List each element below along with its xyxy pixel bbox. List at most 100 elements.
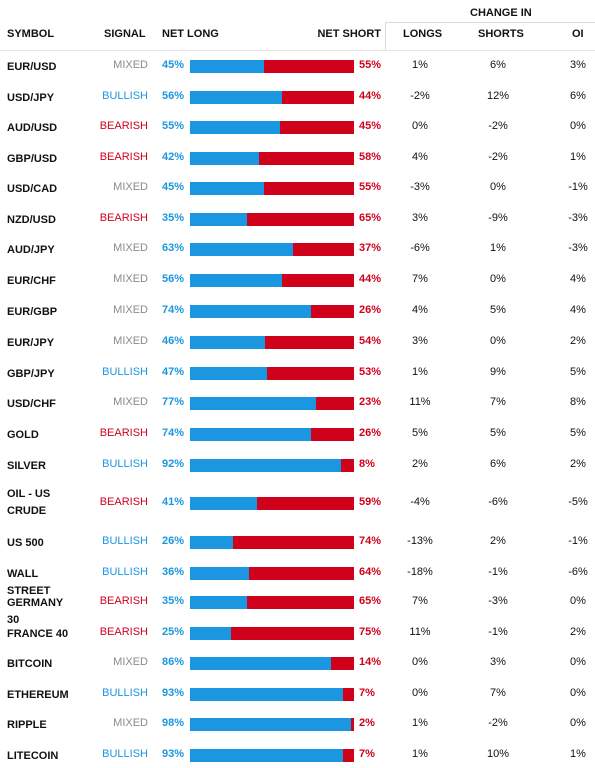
net-long-bar-fill (190, 213, 248, 226)
change-shorts-value: 0% (490, 335, 506, 347)
change-longs-value: 5% (412, 427, 428, 439)
net-long-bar-fill (190, 152, 259, 165)
net-short-value: 55% (359, 59, 382, 71)
symbol-link[interactable]: EUR/CHF (7, 275, 56, 287)
symbol-link[interactable]: GOLD (7, 429, 39, 441)
change-oi-value: -3% (568, 242, 588, 254)
net-long-value: 56% (162, 273, 185, 285)
signal-label: BULLISH (102, 748, 148, 760)
sentiment-bar (190, 536, 354, 549)
net-long-bar-fill (190, 536, 233, 549)
change-longs-value: 2% (412, 458, 428, 470)
signal-label: MIXED (113, 273, 148, 285)
net-long-value: 45% (162, 59, 185, 71)
symbol-link[interactable]: WALL STREET (7, 568, 51, 597)
change-shorts-value: 5% (490, 304, 506, 316)
change-shorts-value: 7% (490, 687, 506, 699)
net-long-bar-fill (190, 459, 341, 472)
change-shorts-value: -1% (488, 566, 508, 578)
header-net-short[interactable]: NET SHORT (317, 28, 381, 40)
symbol-link[interactable]: USD/CAD (7, 183, 58, 195)
symbol-link[interactable]: US 500 (7, 537, 44, 549)
symbol-link[interactable]: AUD/JPY (7, 244, 55, 256)
signal-label: MIXED (113, 304, 148, 316)
change-longs-value: 11% (409, 396, 431, 408)
net-short-value: 7% (359, 687, 375, 699)
symbol-link[interactable]: USD/JPY (7, 92, 55, 104)
net-long-value: 98% (162, 717, 185, 729)
net-long-value: 35% (162, 595, 185, 607)
net-short-value: 44% (359, 90, 382, 102)
change-longs-value: -4% (410, 496, 430, 508)
signal-label: BEARISH (99, 496, 148, 508)
net-long-bar-fill (190, 497, 258, 510)
symbol-link[interactable]: GBP/USD (7, 153, 58, 165)
symbol-link[interactable]: FRANCE 40 (7, 628, 69, 640)
change-oi-value: 0% (570, 595, 586, 607)
symbol-link[interactable]: EUR/USD (7, 61, 57, 73)
signal-label: MIXED (113, 335, 148, 347)
symbol-link[interactable]: GERMANY 30 (7, 597, 64, 626)
net-short-value: 75% (359, 626, 382, 638)
change-oi-value: 2% (570, 626, 586, 638)
change-oi-value: -6% (568, 566, 588, 578)
symbol-link[interactable]: AUD/USD (7, 122, 58, 134)
change-shorts-value: 2% (490, 535, 506, 547)
net-long-bar-fill (190, 749, 343, 762)
header-shorts[interactable]: SHORTS (478, 28, 524, 40)
net-short-value: 37% (359, 242, 382, 254)
net-long-value: 93% (162, 748, 185, 760)
sentiment-bar (190, 367, 354, 380)
net-long-value: 36% (162, 566, 185, 578)
sentiment-bar (190, 718, 354, 731)
sentiment-bar (190, 152, 354, 165)
header-net-long[interactable]: NET LONG (162, 28, 219, 40)
sentiment-bar (190, 182, 354, 195)
net-long-bar-fill (190, 688, 343, 701)
net-short-value: 54% (359, 335, 382, 347)
symbol-link[interactable]: BITCOIN (7, 658, 53, 670)
symbol-link[interactable]: GBP/JPY (7, 368, 55, 380)
net-short-value: 74% (359, 535, 382, 547)
change-shorts-value: 12% (486, 90, 510, 102)
symbol-link[interactable]: RIPPLE (7, 719, 47, 731)
net-long-value: 74% (162, 427, 185, 439)
change-oi-value: 0% (570, 717, 586, 729)
header-signal[interactable]: SIGNAL (104, 28, 146, 40)
sentiment-bar (190, 596, 354, 609)
change-longs-value: 0% (412, 656, 428, 668)
change-shorts-value: -9% (488, 212, 508, 224)
symbol-link[interactable]: EUR/JPY (7, 337, 55, 349)
change-oi-value: 0% (570, 656, 586, 668)
symbol-link[interactable]: SILVER (7, 460, 46, 472)
symbol-link[interactable]: EUR/GBP (7, 306, 58, 318)
net-long-bar-fill (190, 274, 282, 287)
signal-label: MIXED (113, 396, 148, 408)
header-oi[interactable]: OI (572, 28, 584, 40)
signal-label: MIXED (113, 717, 148, 729)
net-long-value: 74% (162, 304, 185, 316)
net-long-bar-fill (190, 627, 231, 640)
change-shorts-value: -3% (488, 595, 508, 607)
symbol-link[interactable]: USD/CHF (7, 398, 56, 410)
signal-label: BULLISH (102, 535, 148, 547)
signal-label: BULLISH (102, 687, 148, 699)
symbol-link[interactable]: LITECOIN (7, 750, 59, 762)
change-longs-value: -2% (410, 90, 430, 102)
sentiment-bar (190, 749, 354, 762)
net-long-bar-fill (190, 567, 250, 580)
symbol-link[interactable]: OIL - US CRUDE (7, 488, 51, 517)
change-shorts-value: 7% (490, 396, 506, 408)
signal-label: BEARISH (99, 151, 148, 163)
net-long-bar-fill (190, 657, 332, 670)
header-symbol[interactable]: SYMBOL (7, 28, 55, 40)
change-longs-value: 3% (412, 335, 428, 347)
change-longs-value: 1% (412, 748, 428, 760)
change-shorts-value: -1% (488, 626, 508, 638)
net-long-value: 92% (162, 458, 185, 470)
change-oi-value: 4% (570, 273, 586, 285)
symbol-link[interactable]: NZD/USD (7, 214, 56, 226)
symbol-link[interactable]: ETHEREUM (7, 689, 69, 701)
header-longs[interactable]: LONGS (403, 28, 443, 40)
net-short-value: 44% (359, 273, 382, 285)
